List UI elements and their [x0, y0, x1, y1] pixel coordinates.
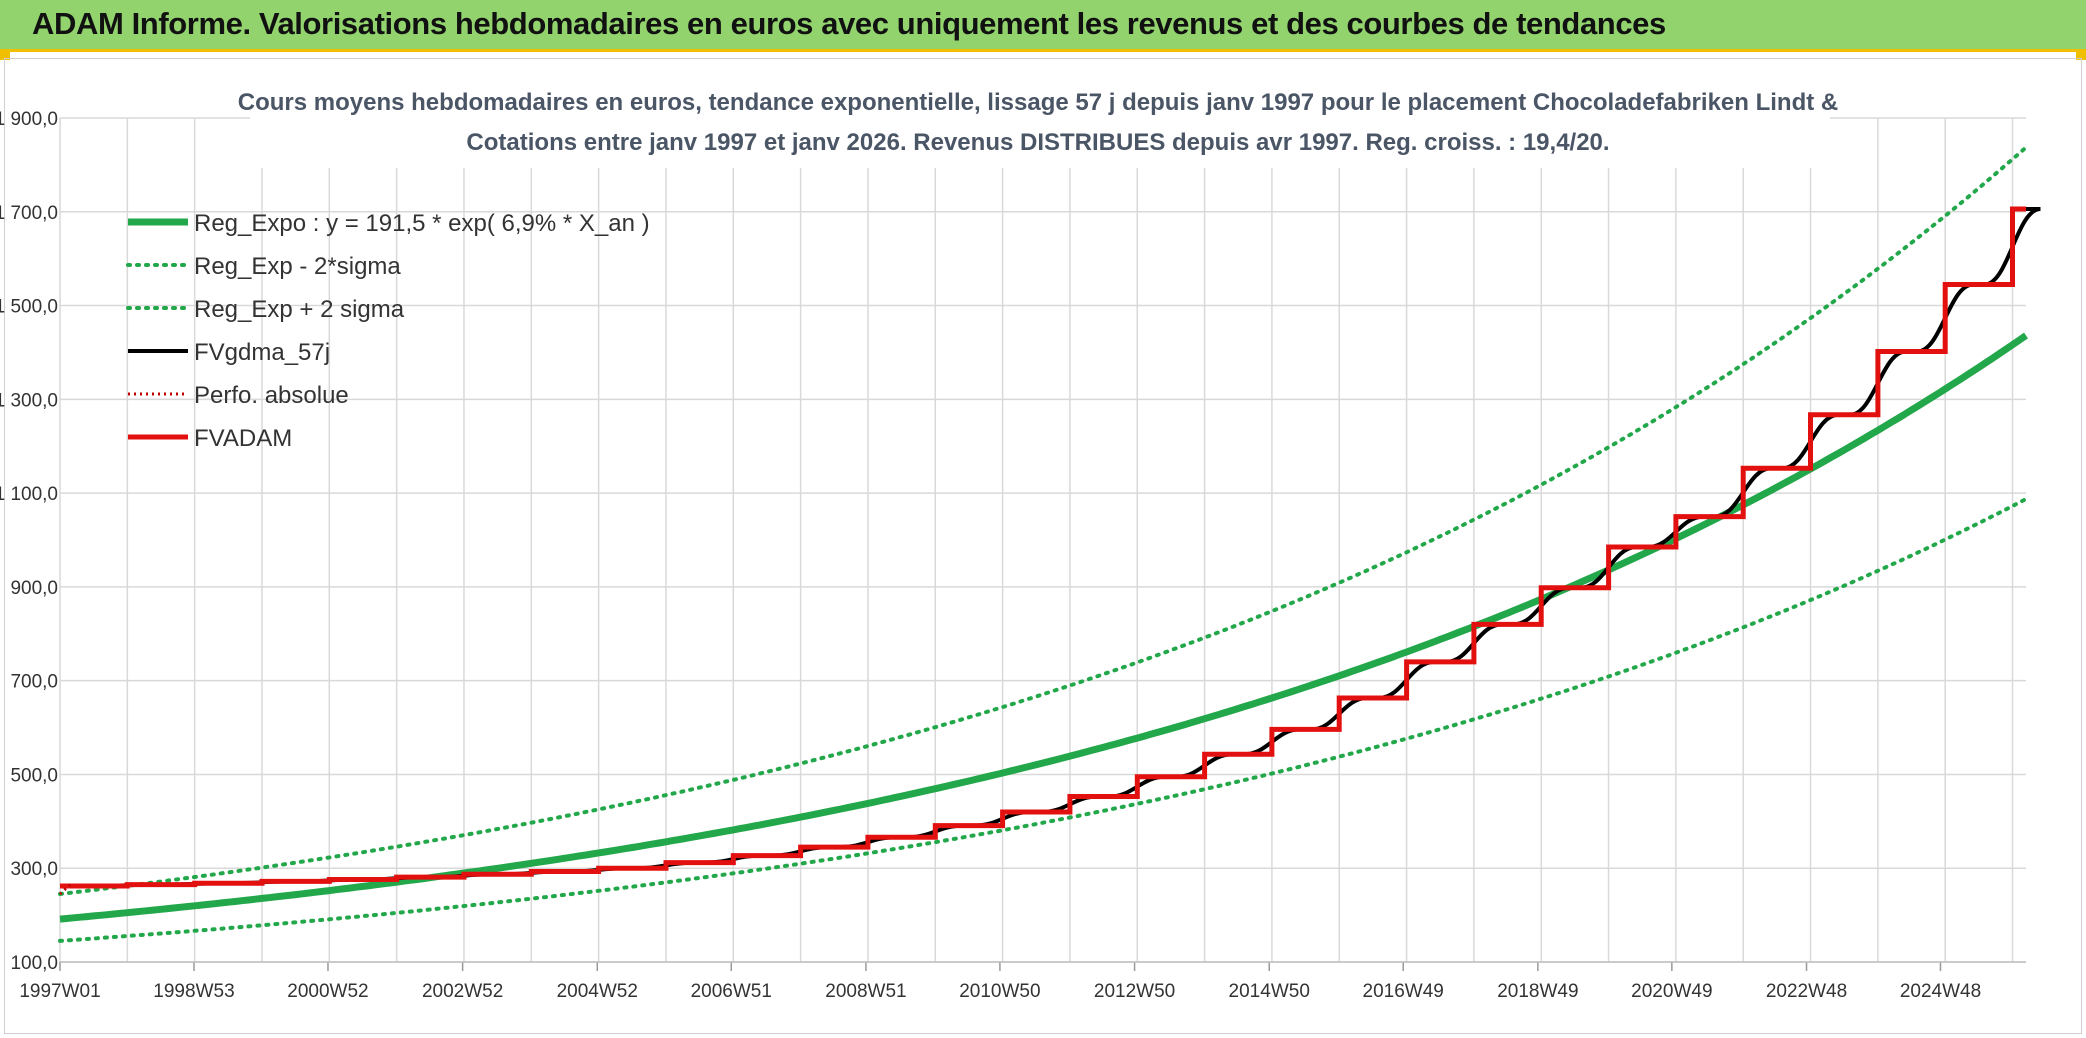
series-reg-exp-minus-2sigma — [58, 497, 2028, 943]
x-axis-ticks: 1997W01 1998W53 2000W52 2002W52 2004W52 2006W… — [19, 962, 1981, 1002]
x-tick-label: 2010W50 — [959, 981, 1040, 1002]
y-tick-label: 1 300,0 — [0, 390, 58, 411]
y-tick-label: 500,0 — [10, 765, 58, 786]
series-reg-exp-plus-2sigma — [58, 145, 2028, 896]
corner-accent-left — [0, 52, 10, 60]
legend-label: Reg_Exp - 2*sigma — [194, 253, 401, 280]
series-fvadam — [60, 206, 2026, 889]
series-perfo-absolue — [58, 883, 72, 896]
x-tick-label: 2020W49 — [1631, 981, 1712, 1002]
x-tick-label: 2002W52 — [422, 981, 503, 1002]
legend-label: FVADAM — [194, 425, 292, 452]
y-tick-label: 100,0 — [10, 953, 58, 974]
x-tick-label: 2012W50 — [1094, 981, 1175, 1002]
y-axis-ticks: 100,0 300,0 500,0 700,0 900,0 1 100,0 1 300,0 1… — [0, 109, 58, 974]
legend: Reg_Expo : y = 191,5 * exp( 6,9% * X_an … — [126, 210, 650, 452]
x-tick-label: 2024W48 — [1900, 981, 1981, 1002]
y-tick-label: 1 700,0 — [0, 203, 58, 224]
header-banner: ADAM Informe. Valorisations hebdomadaire… — [0, 0, 2086, 52]
x-tick-label: 1998W53 — [153, 981, 234, 1002]
chart-title-background — [250, 80, 1830, 168]
series-reg-expo — [59, 332, 2028, 923]
chart-title: Cours moyens hebdomadaires en euros, ten… — [238, 89, 1838, 116]
y-tick-label: 700,0 — [10, 672, 58, 693]
chart-subtitle: Cotations entre janv 1997 et janv 2026. … — [466, 129, 1609, 156]
x-tick-label: 2000W52 — [287, 981, 368, 1002]
x-tick-label: 1997W01 — [19, 981, 100, 1002]
y-tick-label: 1 100,0 — [0, 484, 58, 505]
x-tick-label: 2006W51 — [691, 981, 772, 1002]
chart-frame — [4, 58, 2082, 1034]
x-tick-label: 2018W49 — [1497, 981, 1578, 1002]
legend-label: Reg_Exp + 2 sigma — [194, 296, 405, 323]
corner-accent-right — [2076, 52, 2086, 60]
y-tick-label: 1 900,0 — [0, 109, 58, 130]
gridlines — [59, 117, 2026, 963]
legend-label: FVgdma_57j — [194, 339, 330, 366]
x-tick-label: 2008W51 — [825, 981, 906, 1002]
x-tick-label: 2004W52 — [557, 981, 638, 1002]
x-tick-label: 2016W49 — [1363, 981, 1444, 1002]
report-title: ADAM Informe. Valorisations hebdomadaire… — [32, 6, 1666, 41]
x-tick-label: 2014W50 — [1229, 981, 1310, 1002]
y-tick-label: 900,0 — [10, 578, 58, 599]
legend-label: Reg_Expo : y = 191,5 * exp( 6,9% * X_an … — [194, 210, 650, 237]
x-tick-label: 2022W48 — [1766, 981, 1847, 1002]
y-tick-label: 300,0 — [10, 859, 58, 880]
y-tick-label: 1 500,0 — [0, 297, 58, 318]
legend-label: Perfo. absolue — [194, 382, 349, 409]
plot-series — [58, 145, 2041, 943]
